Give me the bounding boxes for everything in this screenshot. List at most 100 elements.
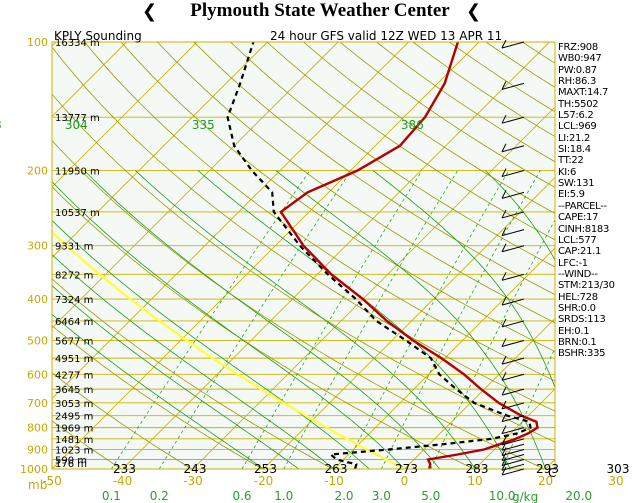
mixing-ratio-label: 10.0 xyxy=(489,489,516,503)
moist-adiabat-line xyxy=(52,254,335,469)
isotherm-line xyxy=(52,42,480,469)
pressure-tick-label: 600 xyxy=(27,368,48,381)
mixing-ratio-label: 1.0 xyxy=(274,489,293,503)
wind-barb-icon xyxy=(501,400,507,410)
index-item: SI:18.4 xyxy=(558,144,591,156)
isotherm-line xyxy=(52,42,268,259)
height-label: 13777 m xyxy=(55,113,100,124)
index-item: TH:5502 xyxy=(558,98,599,110)
isotherm-line xyxy=(333,247,555,469)
wind-barb-icon xyxy=(501,413,507,422)
wind-barb-icon xyxy=(501,298,525,306)
temperature-tick-label: -30 xyxy=(183,474,203,488)
moist-adiabat-line xyxy=(372,170,555,389)
dry-adiabat-line xyxy=(52,140,545,469)
wind-barb-icon xyxy=(501,243,507,252)
wind-barb-icon xyxy=(501,209,507,219)
height-label: 1481 m xyxy=(55,435,93,446)
height-label: 6464 m xyxy=(55,317,93,328)
index-item: TT:22 xyxy=(558,155,584,167)
index-item: PW:0.87 xyxy=(558,64,597,76)
dry-adiabat-line xyxy=(157,42,555,324)
wind-barb-icon xyxy=(501,190,507,199)
freezing-adiabat-line xyxy=(52,230,406,469)
dewpoint-profile-line xyxy=(226,42,532,469)
wind-barb-icon xyxy=(501,318,507,328)
wind-barb-icon xyxy=(501,320,525,328)
isotherm-line xyxy=(263,176,555,469)
dry-adiabat-line xyxy=(230,42,555,268)
mixing-ratio-label: 0.1 xyxy=(102,489,121,503)
height-label: 2495 m xyxy=(55,412,93,423)
height-label: 4951 m xyxy=(55,354,93,365)
height-label: 5677 m xyxy=(55,336,93,347)
wind-barb-icon xyxy=(501,168,507,177)
wind-barb-icon xyxy=(501,272,507,281)
index-item: KI:6 xyxy=(558,166,577,178)
pressure-tick-label: 100 xyxy=(27,36,48,49)
isotherm-line xyxy=(52,42,127,118)
grid-lines xyxy=(52,42,555,469)
wind-barb-icon xyxy=(501,447,507,456)
mixing-ratio-label: 3.0 xyxy=(372,489,391,503)
swoosh-icon: ❮ xyxy=(142,1,158,22)
index-item: FRZ:908 xyxy=(558,42,598,53)
mixing-ratio-label: 0.6 xyxy=(232,489,251,503)
wind-barb-icon xyxy=(501,81,507,90)
theta-label: 283 xyxy=(0,118,2,132)
index-item: EI:5.9 xyxy=(558,189,585,201)
page-title: Plymouth State Weather Center xyxy=(190,0,450,21)
wind-barb-icon xyxy=(501,211,525,219)
wind-barb-icon xyxy=(501,436,507,446)
temperature-profile-line xyxy=(279,42,539,469)
valid-label: 24 hour GFS valid 12Z WED 13 APR 11 xyxy=(270,29,502,43)
pressure-tick-label: 400 xyxy=(27,293,48,306)
index-item: CAPE:17 xyxy=(558,212,599,224)
mixing-ratio-label: 2.0 xyxy=(334,489,353,503)
wind-barb-icon xyxy=(501,191,525,199)
wind-barb-icon xyxy=(501,468,525,476)
wind-barb-icon xyxy=(501,229,525,237)
mixing-ratio-unit: g/kg xyxy=(512,490,538,503)
temperature-unit: C xyxy=(548,466,556,480)
isotherm-line xyxy=(52,42,339,329)
pressure-tick-label: 1000 xyxy=(20,463,48,476)
theta-label: 335 xyxy=(192,118,215,132)
wind-barb-icon xyxy=(501,442,507,451)
height-label: 11950 m xyxy=(55,167,100,178)
wind-barb-icon xyxy=(501,357,525,365)
index-item: LCL:969 xyxy=(558,121,597,133)
index-item: MAXT:14.7 xyxy=(558,87,609,99)
wind-barb-icon xyxy=(501,227,507,236)
height-label: 176 m xyxy=(55,459,87,470)
wind-barb-icon xyxy=(501,170,525,178)
wind-barb-icon xyxy=(501,452,507,461)
index-item: SW:131 xyxy=(558,178,595,190)
wind-barb-icon xyxy=(501,296,507,306)
dry-adiabat-line xyxy=(303,42,555,214)
pressure-tick-label: 200 xyxy=(27,165,48,178)
wind-barb-icon xyxy=(501,457,507,466)
wind-barb-icon xyxy=(501,454,525,462)
wind-barb-icon xyxy=(501,114,507,124)
height-label: 8272 m xyxy=(55,270,93,281)
index-item: LCL:577 xyxy=(558,234,597,246)
kelvin-tick-label: 233 xyxy=(113,462,136,476)
wind-barb-icon xyxy=(501,39,507,49)
kelvin-tick-label: 303 xyxy=(607,462,630,476)
pressure-tick-label: 900 xyxy=(27,443,48,456)
isotherm-line xyxy=(122,42,550,469)
dry-adiabat-line xyxy=(52,325,263,469)
dry-adiabat-line xyxy=(52,372,193,469)
mixing-ratio-label: 20.0 xyxy=(565,489,592,503)
sounding-indices: FRZ:908 WB0:947 PW:0.87 RH:86.3 MAXT:14.7 TH:… xyxy=(558,42,640,360)
kelvin-tick-label: 283 xyxy=(466,462,489,476)
moist-adiabat-line xyxy=(135,170,476,469)
mixing-ratio-line xyxy=(283,170,458,469)
wind-barb-icon xyxy=(501,338,507,347)
profiles xyxy=(52,42,539,469)
x-unit-label: mb xyxy=(28,478,47,492)
wind-barb-icon xyxy=(501,427,525,435)
